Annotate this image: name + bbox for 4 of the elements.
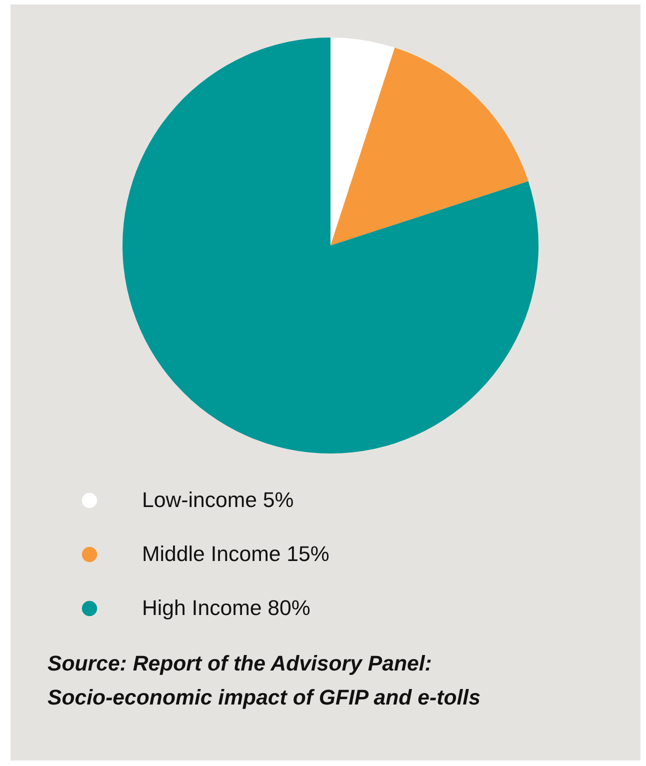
legend-label: Low-income 5%	[142, 486, 294, 514]
legend-label: Middle Income 15%	[142, 540, 330, 568]
source-note: Source: Report of the Advisory Panel: Socio-economic impact of GFIP and e-tolls	[48, 652, 481, 710]
legend-label: High Income 80%	[142, 594, 310, 622]
